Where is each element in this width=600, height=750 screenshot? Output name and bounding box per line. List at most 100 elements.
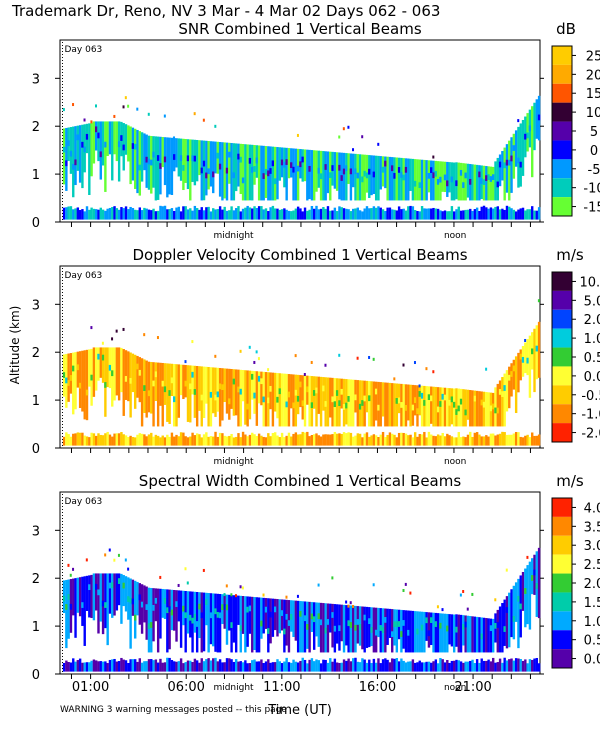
upper-echo-cell [501, 377, 504, 427]
surface-echo-cell [234, 659, 238, 672]
surface-echo-cell [374, 662, 378, 672]
upper-echo-cell [124, 124, 128, 155]
accent-echo-cell [216, 612, 220, 618]
surface-echo-cell [97, 209, 100, 220]
colorbar-swatch [552, 404, 572, 424]
surface-echo-cell [430, 434, 433, 446]
surface-echo-cell [533, 658, 536, 672]
accent-echo-cell [411, 404, 415, 411]
accent-echo-cell [324, 164, 327, 170]
upper-echo-cell [214, 593, 217, 652]
upper-echo-cell [193, 139, 197, 186]
surface-echo-cell [475, 432, 479, 446]
surface-echo-cell [475, 207, 479, 220]
surface-echo-cell [177, 206, 181, 220]
accent-echo-cell [182, 165, 185, 171]
accent-echo-cell [306, 624, 309, 630]
accent-echo-cell [450, 176, 454, 183]
accent-echo-cell [319, 173, 323, 180]
accent-echo-cell [459, 398, 463, 405]
accent-echo-cell [168, 390, 171, 396]
surface-echo-cell [317, 660, 320, 672]
accent-echo-cell [108, 364, 112, 371]
surface-echo-cell [81, 432, 84, 446]
surface-echo-cell [296, 206, 300, 220]
surface-echo-cell [313, 208, 316, 220]
upper-echo-cell [326, 377, 330, 427]
surface-echo-cell [212, 436, 215, 446]
accent-echo-cell [407, 629, 410, 636]
upper-echo-cell [386, 382, 389, 427]
surface-echo-cell [425, 661, 428, 672]
upper-echo-cell [159, 588, 162, 639]
upper-echo-cell [301, 149, 304, 182]
surface-echo-cell [478, 662, 481, 672]
upper-echo-cell [205, 366, 208, 404]
upper-echo-cell [374, 381, 378, 421]
accent-echo-cell [195, 621, 199, 627]
speckle-cell [352, 604, 355, 608]
accent-echo-cell [489, 625, 493, 632]
upper-echo-cell [301, 375, 304, 420]
surface-echo-cell [251, 432, 254, 446]
accent-echo-cell [313, 616, 316, 623]
surface-echo-cell [257, 661, 261, 672]
upper-echo-cell [168, 137, 171, 195]
speckle-cell [347, 125, 350, 129]
accent-echo-cell [67, 594, 70, 600]
surface-echo-cell [143, 661, 146, 672]
accent-echo-cell [508, 159, 511, 166]
surface-echo-cell [271, 432, 275, 446]
upper-echo-cell [228, 368, 231, 420]
surface-echo-cell [519, 659, 522, 672]
accent-echo-cell [505, 607, 509, 613]
surface-echo-cell [487, 659, 490, 672]
upper-echo-cell [154, 362, 158, 402]
upper-echo-cell [189, 139, 192, 201]
surface-echo-cell [329, 434, 332, 446]
surface-echo-cell [72, 209, 75, 220]
upper-echo-cell [329, 603, 332, 633]
accent-echo-cell [145, 156, 148, 163]
upper-echo-cell [85, 575, 89, 611]
accent-echo-cell [189, 614, 192, 621]
x-tick-label: 06:00 [167, 680, 204, 695]
speckle-cell [83, 118, 86, 122]
upper-echo-cell [106, 121, 109, 157]
speckle-cell [393, 377, 396, 381]
surface-echo-cell [514, 211, 518, 220]
upper-echo-cell [498, 380, 502, 427]
surface-echo-cell [388, 662, 392, 672]
upper-echo-cell [299, 375, 302, 408]
surface-echo-cell [347, 658, 350, 672]
accent-echo-cell [173, 396, 176, 403]
accent-echo-cell [138, 369, 141, 376]
surface-echo-cell [120, 207, 123, 220]
surface-echo-cell [184, 206, 187, 220]
surface-echo-cell [485, 207, 488, 220]
upper-echo-cell [340, 604, 343, 642]
surface-echo-cell [533, 435, 536, 446]
noon-label: noon [444, 231, 466, 241]
accent-echo-cell [65, 377, 68, 384]
upper-echo-cell [74, 126, 77, 186]
accent-echo-cell [317, 613, 320, 620]
surface-echo-cell [482, 436, 486, 446]
accent-echo-cell [152, 151, 155, 158]
accent-echo-cell [301, 156, 304, 163]
accent-echo-cell [97, 353, 100, 360]
surface-echo-cell [517, 209, 520, 220]
upper-echo-cell [246, 144, 249, 201]
accent-echo-cell [163, 598, 167, 604]
surface-echo-cell [129, 659, 132, 672]
surface-echo-cell [528, 437, 532, 446]
accent-echo-cell [464, 172, 467, 179]
surface-echo-cell [446, 211, 449, 220]
upper-echo-cell [436, 613, 440, 653]
surface-echo-cell [365, 206, 369, 220]
speckle-cell [191, 340, 194, 344]
surface-echo-cell [306, 663, 309, 672]
surface-echo-cell [301, 431, 304, 446]
surface-echo-cell [239, 211, 242, 220]
surface-echo-cell [251, 660, 254, 672]
